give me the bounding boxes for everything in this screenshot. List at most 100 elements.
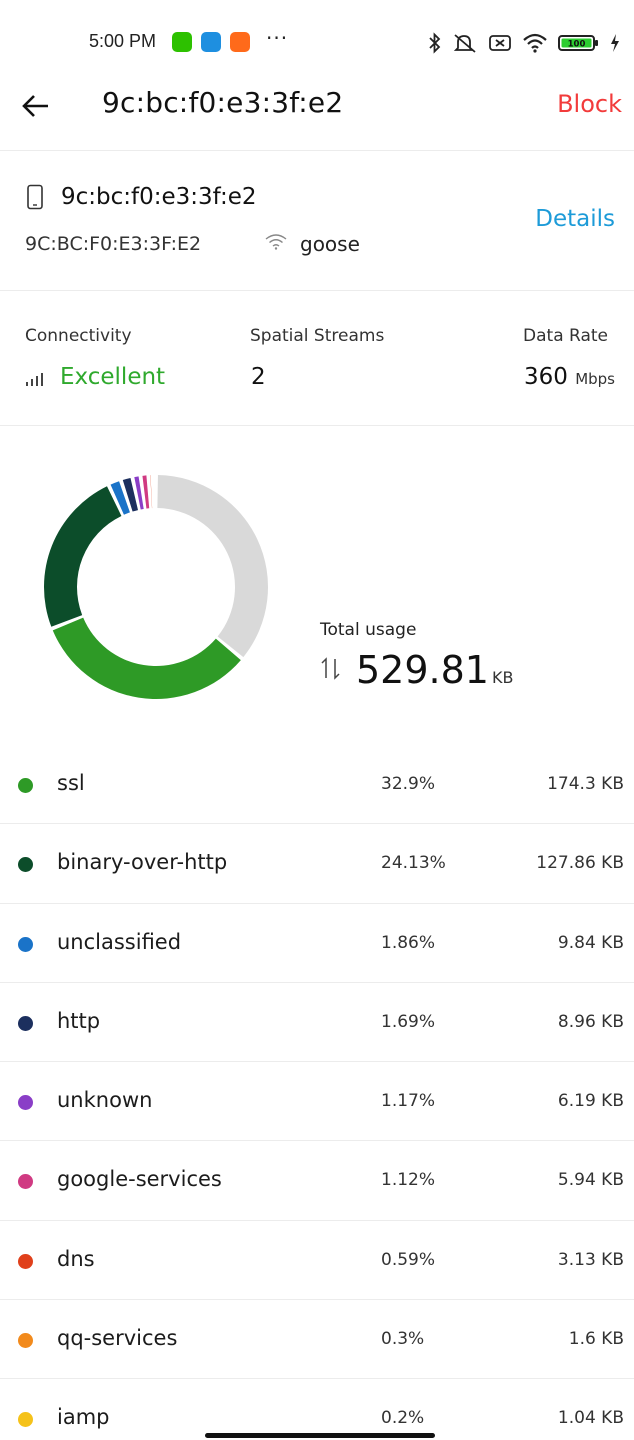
- category-percent: 1.12%: [381, 1170, 436, 1191]
- mi-app-icon: [230, 32, 250, 52]
- category-name: dns: [57, 1246, 95, 1271]
- legend-dot: [18, 1253, 33, 1269]
- donut-slice-unknown: [134, 476, 144, 510]
- total-usage-value: 529.81 KB: [356, 648, 513, 692]
- up-down-arrows-icon: [321, 657, 340, 680]
- category-percent: 32.9%: [381, 774, 436, 794]
- donut-slice-remainder: [157, 475, 269, 658]
- list-item[interactable]: binary-over-http 24.13% 127.86 KB: [0, 824, 634, 904]
- usage-category-list: ssl 32.9% 174.3 KB binary-over-http 24.13% 12…: [0, 745, 634, 1440]
- list-item[interactable]: dns 0.59% 3.13 KB: [0, 1221, 634, 1301]
- legend-dot: [18, 1333, 33, 1349]
- donut-slice-dns: [150, 475, 153, 509]
- total-usage-unit: KB: [491, 668, 514, 687]
- charging-icon: [611, 34, 619, 52]
- details-link[interactable]: Details: [535, 206, 615, 232]
- streams-label: Spatial Streams: [250, 326, 385, 346]
- device-mac: 9C:BC:F0:E3:3F:E2: [25, 233, 202, 255]
- legend-dot: [18, 857, 33, 873]
- rate-value-group: 360 Mbps: [524, 364, 615, 390]
- rate-value: 360: [523, 364, 568, 390]
- list-item[interactable]: unknown 1.17% 6.19 KB: [0, 1062, 634, 1142]
- list-item[interactable]: unclassified 1.86% 9.84 KB: [0, 904, 634, 983]
- list-item[interactable]: ssl 32.9% 174.3 KB: [0, 745, 634, 825]
- upload-icon: [201, 32, 221, 52]
- category-name: iamp: [57, 1405, 110, 1430]
- list-item[interactable]: iamp 0.2% 1.04 KB: [0, 1379, 634, 1440]
- legend-dot: [18, 936, 33, 952]
- connectivity-label: Connectivity: [25, 326, 132, 346]
- legend-dot: [18, 778, 33, 793]
- page-title: 9c:bc:f0:e3:3f:e2: [102, 86, 344, 119]
- divider: [0, 290, 634, 291]
- home-indicator[interactable]: [205, 1433, 435, 1438]
- rate-unit: Mbps: [575, 370, 615, 388]
- list-item[interactable]: http 1.69% 8.96 KB: [0, 983, 634, 1063]
- list-item[interactable]: qq-services 0.3% 1.6 KB: [0, 1300, 634, 1380]
- status-time: 5:00 PM: [89, 31, 157, 51]
- streams-value: 2: [251, 364, 266, 390]
- wifi-icon: [523, 33, 547, 53]
- donut-slice-unclassified: [110, 481, 130, 515]
- donut-slice-binary-over-http: [43, 486, 122, 627]
- divider: [0, 150, 634, 151]
- connectivity-value: Excellent: [60, 364, 166, 390]
- device-card: 9c:bc:f0:e3:3f:e2 9C:BC:F0:E3:3F:E2 goos…: [0, 151, 634, 290]
- total-usage-number: 529.81: [356, 648, 489, 692]
- legend-dot: [18, 1174, 33, 1190]
- battery-level: 100: [568, 40, 586, 50]
- signal-strength-icon: [26, 373, 43, 386]
- list-item[interactable]: google-services 1.12% 5.94 KB: [0, 1141, 634, 1221]
- category-percent: 0.2%: [381, 1408, 425, 1429]
- rate-label: Data Rate: [523, 326, 608, 346]
- status-icons: 100: [428, 30, 620, 56]
- legend-dot: [18, 1015, 33, 1031]
- block-button[interactable]: Block: [557, 90, 622, 118]
- donut-slice-ssl: [52, 617, 241, 699]
- category-percent: 1.17%: [381, 1091, 436, 1112]
- category-name: ssl: [57, 771, 85, 795]
- category-percent: 24.13%: [381, 853, 446, 874]
- category-size: 9.84 KB: [557, 932, 624, 953]
- legend-dot: [18, 1095, 33, 1111]
- phone-icon: [27, 184, 43, 210]
- category-percent: 0.59%: [381, 1249, 436, 1270]
- battery-icon: 100: [558, 35, 598, 51]
- usage-donut-chart: [43, 475, 269, 699]
- category-size: 6.19 KB: [557, 1091, 624, 1112]
- total-usage-label: Total usage: [320, 620, 417, 640]
- wechat-icon: [172, 32, 192, 52]
- category-size: 3.13 KB: [557, 1249, 624, 1270]
- category-name: http: [57, 1008, 101, 1033]
- divider: [0, 425, 634, 426]
- category-name: binary-over-http: [57, 850, 228, 875]
- category-size: 127.86 KB: [536, 853, 624, 874]
- category-percent: 1.69%: [381, 1011, 436, 1032]
- category-size: 1.04 KB: [557, 1408, 624, 1429]
- category-percent: 0.3%: [381, 1329, 425, 1350]
- donut-slice-google-services: [142, 475, 150, 509]
- more-notifications-icon: ···: [266, 26, 289, 50]
- category-name: qq-services: [57, 1326, 178, 1351]
- category-size: 5.94 KB: [557, 1170, 624, 1191]
- connection-stats: Connectivity Excellent Spatial Streams 2…: [0, 291, 634, 425]
- no-sim-icon: [489, 35, 511, 51]
- category-name: google-services: [57, 1167, 222, 1192]
- bluetooth-icon: [429, 32, 441, 54]
- legend-dot: [18, 1412, 33, 1428]
- category-percent: 1.86%: [381, 932, 436, 953]
- device-name: 9c:bc:f0:e3:3f:e2: [61, 184, 257, 210]
- status-bar: 5:00 PM ··· 100: [0, 0, 634, 84]
- category-size: 174.3 KB: [547, 774, 624, 794]
- category-name: unknown: [57, 1088, 153, 1113]
- donut-slice-http: [122, 477, 138, 512]
- category-name: unclassified: [57, 929, 182, 954]
- mute-icon: [453, 34, 476, 53]
- category-size: 8.96 KB: [557, 1011, 624, 1032]
- app-header: 9c:bc:f0:e3:3f:e2 Block: [0, 84, 634, 150]
- back-arrow-icon[interactable]: [20, 90, 52, 122]
- network-ssid: goose: [300, 232, 360, 256]
- usage-chart-area: Total usage 529.81 KB: [0, 426, 634, 746]
- wifi-icon: [265, 234, 287, 250]
- category-size: 1.6 KB: [568, 1329, 624, 1350]
